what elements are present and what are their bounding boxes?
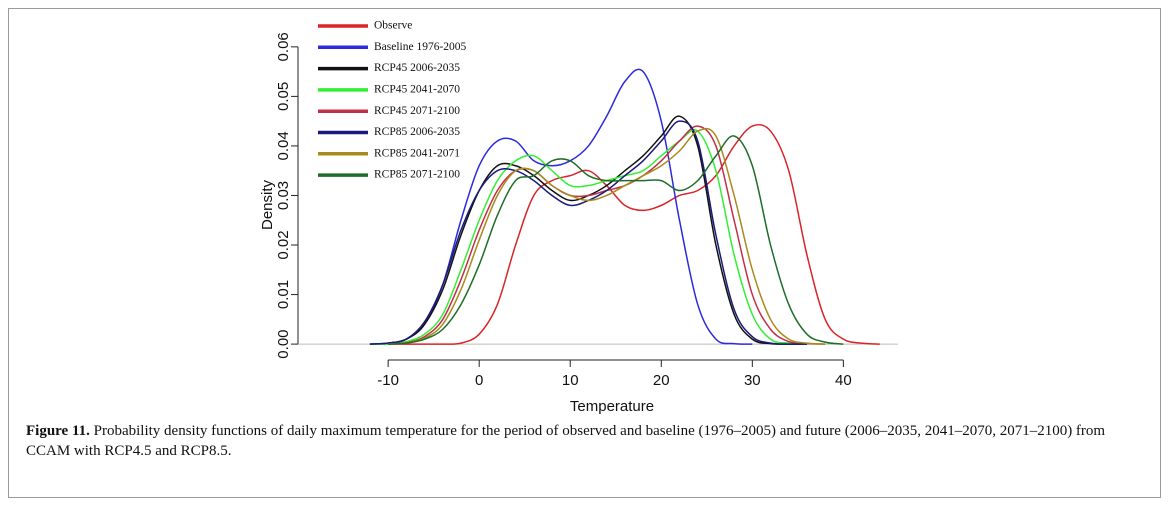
x-tick-label: 20 xyxy=(653,372,670,389)
y-tick-label: 0.06 xyxy=(275,32,292,61)
y-axis-label: Density xyxy=(259,179,276,230)
legend-label: RCP45 2071-2100 xyxy=(374,105,460,117)
legend-label: RCP85 2071-2100 xyxy=(374,169,460,181)
legend-label: RCP45 2041-2070 xyxy=(374,84,460,96)
chart: Temperature Density 0.00 0.01 0.02 0.03 0.04… xyxy=(259,20,898,415)
x-tick-label: -10 xyxy=(377,372,399,389)
x-tick-label: 10 xyxy=(562,372,579,389)
legend-label: RCP85 2041-2071 xyxy=(374,147,460,159)
y-tick-label: 0.01 xyxy=(275,280,292,309)
caption-label: Figure 11. xyxy=(26,423,90,439)
series-line xyxy=(388,135,844,345)
series-line xyxy=(369,129,807,346)
series-line xyxy=(369,123,880,345)
y-tick-label: 0.05 xyxy=(275,82,292,111)
x-tick-label: 40 xyxy=(835,372,852,389)
x-tick-label: 0 xyxy=(475,372,483,389)
x-axis-label: Temperature xyxy=(570,398,654,415)
caption-text: Probability density functions of daily m… xyxy=(26,423,1106,459)
figure-frame xyxy=(8,8,1161,498)
legend-label: Baseline 1976-2005 xyxy=(374,41,467,53)
y-tick-label: 0.00 xyxy=(275,329,292,358)
caption: Figure 11. Probability density functions… xyxy=(26,421,1136,461)
legend-label: RCP45 2006-2035 xyxy=(374,62,460,74)
y-tick-label: 0.02 xyxy=(275,230,292,259)
legend-label: Observe xyxy=(374,20,412,32)
series-line xyxy=(388,127,826,345)
legend-label: RCP85 2006-2035 xyxy=(374,126,460,138)
y-tick-label: 0.03 xyxy=(275,181,292,210)
x-tick-label: 30 xyxy=(744,372,761,389)
y-tick-label: 0.04 xyxy=(275,131,292,160)
